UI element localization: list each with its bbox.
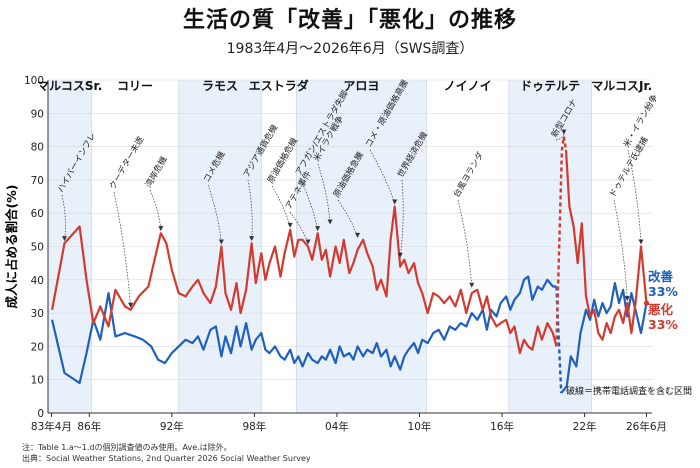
era-label-3: エストラダ — [249, 78, 309, 93]
annotation-arrowhead-13 — [561, 129, 567, 135]
series-end-point-1 — [643, 300, 649, 306]
series-line-recent-1 — [564, 149, 648, 341]
annotation-arrowhead-4 — [249, 236, 255, 242]
annotation-5: 原油価格危機 — [265, 135, 300, 228]
era-label-1: コリー — [117, 79, 153, 93]
annotation-arrowhead-3 — [218, 239, 224, 245]
annotation-arrowhead-6 — [305, 239, 311, 245]
y-tick-label-80: 80 — [31, 142, 44, 154]
y-tick-label-30: 30 — [31, 308, 44, 320]
annotation-arrow-0 — [61, 194, 66, 241]
annotation-arrowhead-15 — [624, 296, 630, 302]
annotation-arrow-11 — [399, 179, 404, 257]
series-end-label-0: 改善 — [648, 269, 674, 284]
footnote-line-1: 注：Table 1.a～1.dの個別調査値のみ使用。Ave.は除外。 — [22, 443, 232, 452]
annotation-arrow-14 — [627, 149, 642, 244]
dashed-note: 破線＝携帯電話調査を含む区間 — [566, 385, 692, 397]
y-tick-label-10: 10 — [31, 375, 44, 387]
annotation-arrowhead-11 — [397, 252, 403, 258]
annotation-label-2: 湾岸危機 — [143, 154, 170, 189]
annotation-arrowhead-2 — [158, 226, 164, 232]
annotation-2: 湾岸危機 — [143, 154, 170, 232]
y-tick-label-60: 60 — [31, 208, 44, 220]
x-tick-label-1: 86年 — [77, 420, 101, 433]
annotation-label-12: 台風ヨランダ — [451, 149, 486, 199]
series-end-label-1: 悪化 — [648, 302, 674, 317]
y-tick-label-50: 50 — [31, 242, 44, 254]
x-tick-label-8: 26年6月 — [626, 420, 667, 433]
annotation-arrow-4 — [247, 179, 253, 241]
chart-subtitle: 1983年4月～2026年6月（SWS調査） — [226, 41, 474, 57]
annotation-12: 台風ヨランダ — [451, 149, 486, 288]
annotation-label-1: クーデター未遂 — [107, 134, 147, 191]
y-tick-label-0: 0 — [37, 408, 44, 420]
annotation-arrow-9 — [337, 199, 358, 237]
series-line-1 — [51, 205, 558, 355]
era-label-7: マルコスJr. — [591, 79, 652, 93]
annotation-arrowhead-0 — [62, 236, 68, 242]
annotation-arrowhead-10 — [392, 199, 398, 205]
x-tick-label-0: 83年4月 — [31, 420, 72, 433]
x-tick-label-3: 98年 — [242, 420, 266, 433]
annotation-arrowhead-12 — [469, 282, 475, 288]
chart-title: 生活の質「改善」「悪化」の推移 — [182, 8, 517, 33]
x-tick-label-7: 22年 — [573, 420, 597, 433]
x-tick-label-5: 10年 — [408, 420, 432, 433]
annotation-arrow-1 — [113, 191, 131, 307]
annotation-arrowhead-14 — [638, 239, 644, 245]
annotation-arrowhead-9 — [355, 232, 361, 238]
series-line-recent-0 — [560, 282, 648, 394]
annotation-arrow-5 — [271, 185, 291, 227]
era-label-4: アロヨ — [343, 79, 379, 93]
annotation-arrowhead-5 — [287, 222, 293, 228]
series-end-value-0: 33% — [648, 284, 678, 299]
y-tick-label-70: 70 — [31, 175, 44, 187]
annotation-arrowhead-1 — [128, 302, 134, 308]
y-tick-label-20: 20 — [31, 341, 44, 353]
era-label-2: ラモス — [202, 79, 238, 93]
footnote: 注：Table 1.a～1.dの個別調査値のみ使用。Ave.は除外。 出典：So… — [22, 442, 311, 464]
series-dashed-segment-1 — [555, 136, 568, 347]
y-tick-label-90: 90 — [31, 108, 44, 120]
y-axis-title: 成人に占める割合(%) — [4, 185, 19, 309]
y-tick-label-100: 100 — [24, 75, 44, 87]
annotation-arrow-3 — [207, 184, 222, 244]
annotation-arrowhead-7 — [315, 226, 321, 232]
era-label-0: マルコスSr. — [37, 79, 102, 93]
y-tick-label-40: 40 — [31, 275, 44, 287]
x-tick-label-4: 04年 — [325, 420, 349, 433]
series-end-value-1: 33% — [648, 317, 678, 332]
annotation-arrowhead-8 — [327, 219, 333, 225]
era-label-6: ドゥテルテ — [520, 79, 580, 93]
annotation-arrow-12 — [457, 199, 473, 287]
annotation-1: クーデター未遂 — [107, 134, 147, 308]
annotation-arrow-10 — [369, 149, 396, 204]
annotation-arrow-2 — [149, 189, 162, 231]
era-label-5: ノイノイ — [444, 79, 492, 93]
series-line-0 — [51, 275, 557, 385]
x-tick-label-2: 92年 — [160, 420, 184, 433]
annotation-arrow-15 — [613, 199, 628, 301]
x-tick-label-6: 16年 — [490, 420, 514, 433]
footnote-line-2: 出典：Social Weather Stations, 2nd Quarter … — [22, 454, 311, 463]
